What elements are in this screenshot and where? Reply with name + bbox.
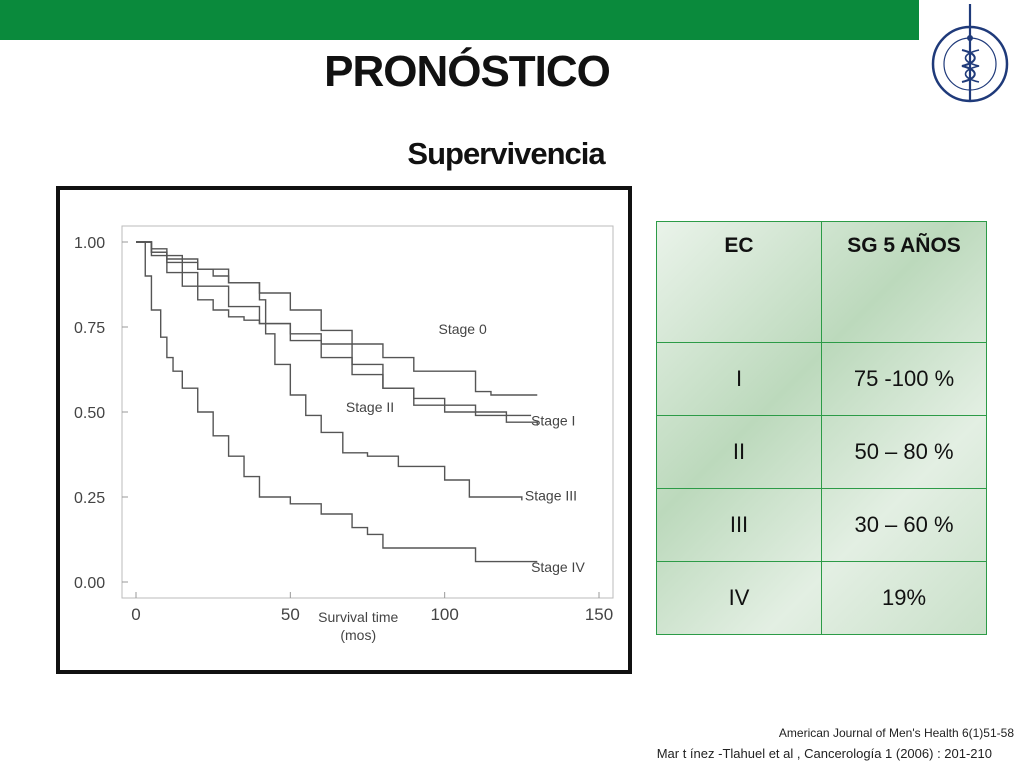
table-cell-stage: III <box>656 488 822 562</box>
table-cell-survival: 75 -100 % <box>821 342 987 416</box>
x-tick-label: 50 <box>281 605 300 624</box>
x-tick-label: 0 <box>131 605 140 624</box>
reference-article: Mar t ínez -Tlahuel et al , Cancerología… <box>656 746 992 761</box>
series-label-stage-i: Stage I <box>531 413 575 429</box>
x-axis-label: Survival time <box>318 609 398 625</box>
series-label-stage-iii: Stage III <box>525 487 577 503</box>
table-cell-survival: 30 – 60 % <box>821 488 987 562</box>
table-cell-stage: II <box>656 415 822 489</box>
institution-logo <box>919 0 1024 112</box>
table-cell-stage: IV <box>656 561 822 635</box>
series-line-stage-iv <box>136 241 538 563</box>
survival-chart-svg: 1.00 0.75 0.50 0.25 0.00 0 50 100 150 Survival ti… <box>74 225 614 643</box>
x-tick-label: 150 <box>585 605 613 624</box>
table-cell-stage: I <box>656 342 822 416</box>
series-label-stage-iv: Stage IV <box>531 559 585 575</box>
y-tick-label: 0.25 <box>74 490 105 507</box>
table-row: IV 19% <box>656 561 987 635</box>
table-header-sg: SG 5 AÑOS <box>821 221 987 343</box>
table-header-ec: EC <box>656 221 822 343</box>
table-row: I 75 -100 % <box>656 342 987 416</box>
survival-chart: 1.00 0.75 0.50 0.25 0.00 0 50 100 150 Survival ti… <box>56 186 632 674</box>
series-line-stage-i <box>136 241 532 417</box>
series-label-stage-0: Stage 0 <box>438 321 486 337</box>
series-line-stage-ii <box>136 241 538 426</box>
y-tick-label: 1.00 <box>74 235 105 252</box>
series-line-stage-iii <box>136 241 523 501</box>
y-tick-label: 0.75 <box>74 320 105 337</box>
reference-journal: American Journal of Men's Health 6(1)51-… <box>778 726 1014 740</box>
y-tick-label: 0.00 <box>74 575 105 592</box>
series-line-stage-0 <box>136 241 538 396</box>
table-header-row: EC SG 5 AÑOS <box>656 221 987 343</box>
table-row: II 50 – 80 % <box>656 415 987 489</box>
table-cell-survival: 19% <box>821 561 987 635</box>
survival-table: EC SG 5 AÑOS I 75 -100 % II 50 – 80 % II… <box>656 221 987 635</box>
top-accent-bar <box>0 0 1024 40</box>
x-tick-label: 100 <box>430 605 458 624</box>
table-cell-survival: 50 – 80 % <box>821 415 987 489</box>
caduceus-seal-icon <box>931 4 1009 103</box>
slide-title: PRONÓSTICO <box>324 47 611 96</box>
series-label-stage-ii: Stage II <box>346 399 394 415</box>
x-axis-label-unit: (mos) <box>340 627 376 643</box>
slide-subtitle: Supervivencia <box>407 136 605 171</box>
table-row: III 30 – 60 % <box>656 488 987 562</box>
y-tick-label: 0.50 <box>74 405 105 422</box>
